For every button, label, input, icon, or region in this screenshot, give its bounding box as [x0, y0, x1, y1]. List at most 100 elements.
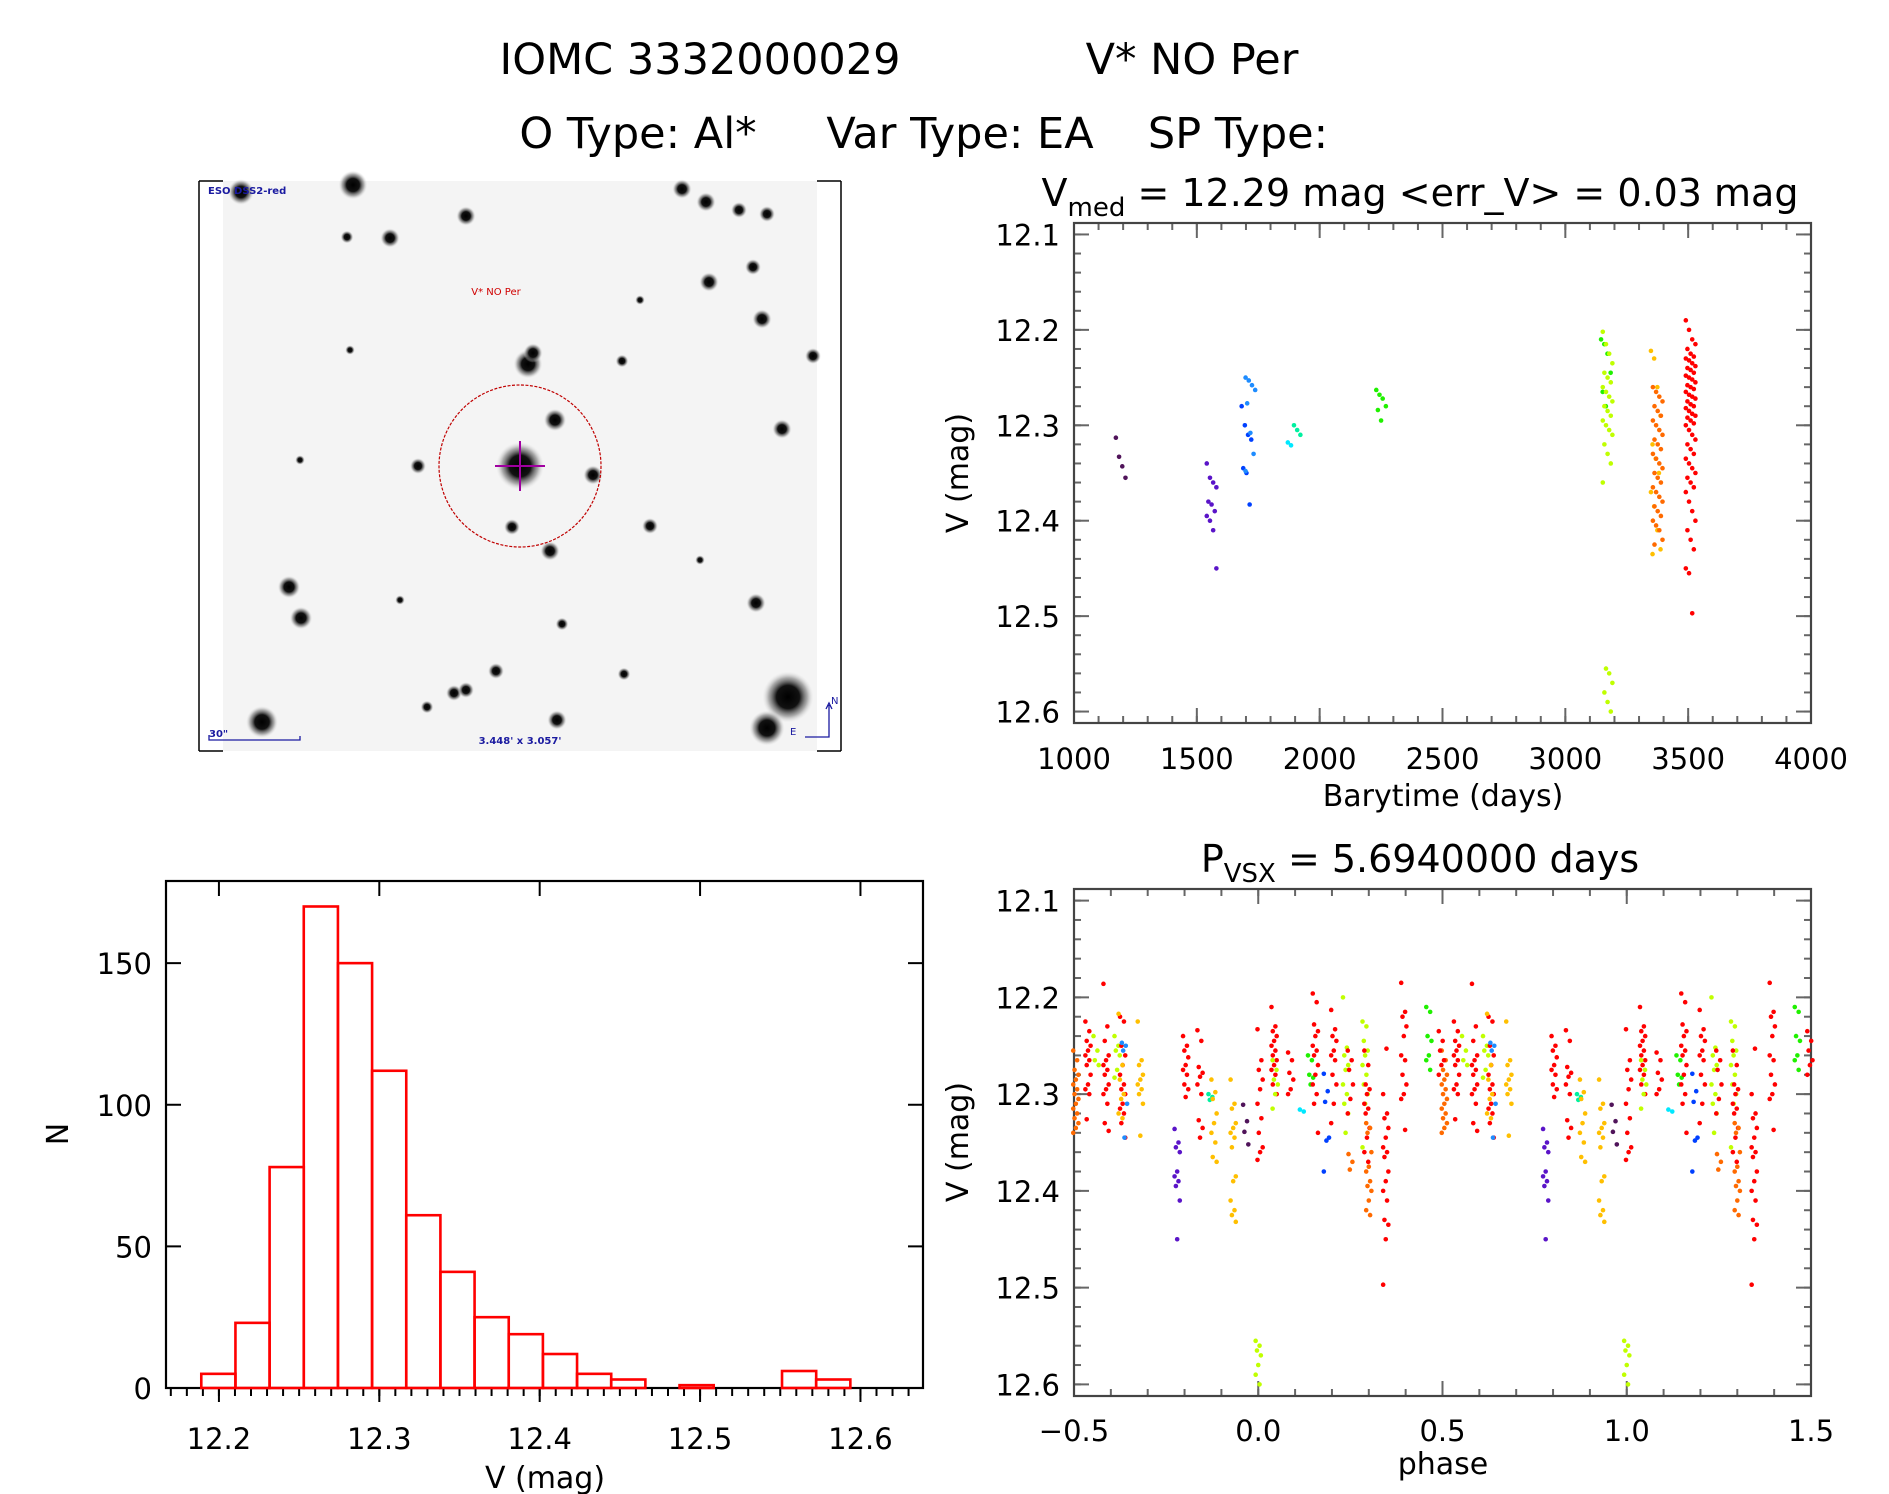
data-point [1119, 1086, 1124, 1092]
x-axis-label: phase [1398, 1447, 1489, 1482]
data-point [1210, 527, 1216, 533]
y-tick-label: 100 [97, 1089, 152, 1123]
histogram-bar [507, 1332, 545, 1390]
data-point [1294, 427, 1300, 433]
data-point [1074, 1086, 1080, 1092]
data-point [1540, 1174, 1546, 1179]
data-point [1244, 401, 1250, 406]
data-point [1689, 610, 1695, 616]
star [745, 259, 761, 275]
data-point [1113, 1048, 1119, 1053]
data-point [1653, 523, 1659, 528]
data-point [1599, 1178, 1604, 1184]
data-point [1600, 480, 1606, 485]
data-point [1602, 370, 1607, 376]
data-point [1177, 1198, 1183, 1203]
data-point [1609, 1102, 1614, 1108]
data-point [1209, 1130, 1214, 1136]
data-point [1693, 518, 1698, 524]
phased-light-curve-plot: PVSX = 5.6940000 days phase V (mag) −0.5… [941, 837, 1834, 1482]
data-point [1711, 1067, 1717, 1073]
data-point [1073, 1101, 1079, 1107]
data-point [1580, 1120, 1585, 1126]
data-point [1114, 1067, 1120, 1073]
data-point [1807, 1062, 1813, 1068]
data-point [1274, 1033, 1279, 1039]
data-point [1730, 1048, 1736, 1053]
data-point [1367, 1212, 1373, 1218]
data-point [1313, 1033, 1318, 1039]
data-point [1625, 1382, 1631, 1387]
data-point [1689, 465, 1695, 471]
data-point [1362, 1053, 1368, 1058]
data-point [1621, 1338, 1627, 1344]
data-point [1382, 1217, 1387, 1223]
data-point [1578, 1154, 1584, 1160]
data-point [1345, 1048, 1351, 1053]
data-point [1311, 1053, 1317, 1058]
title-subscript: VSX [1224, 859, 1276, 889]
data-point [1772, 1082, 1778, 1087]
data-point [1248, 430, 1253, 436]
data-point [1229, 1106, 1235, 1111]
data-point [1366, 1198, 1372, 1203]
data-point [1364, 1091, 1370, 1097]
data-point [1701, 1026, 1706, 1032]
star [228, 179, 254, 205]
data-point [1251, 451, 1256, 457]
histogram-bar [609, 1378, 647, 1390]
data-point [1566, 1135, 1571, 1140]
data-point [1655, 442, 1661, 447]
y-tick-label: 12.5 [995, 1272, 1060, 1306]
data-point [1106, 1128, 1111, 1134]
data-point [1455, 1057, 1461, 1063]
data-point [1402, 1057, 1408, 1063]
data-point [1641, 1024, 1647, 1029]
star [456, 206, 476, 226]
star [699, 272, 719, 292]
data-point [1085, 1082, 1091, 1087]
data-point [1384, 1046, 1389, 1051]
data-point [1627, 1116, 1633, 1121]
data-point [1398, 1053, 1404, 1058]
data-point [1365, 1159, 1371, 1165]
star [458, 682, 474, 698]
data-point [1691, 421, 1697, 426]
data-point [1242, 422, 1248, 428]
data-point [1734, 1106, 1740, 1111]
data-point [1455, 1028, 1461, 1034]
star [488, 663, 504, 679]
data-point [1119, 1040, 1125, 1046]
data-point [1610, 680, 1615, 686]
data-point [1197, 1135, 1203, 1140]
data-point [1470, 1038, 1476, 1044]
data-point [1648, 348, 1654, 354]
data-point [1601, 1219, 1607, 1225]
y-tick-label: 12.2 [995, 314, 1060, 348]
data-point [1116, 1011, 1121, 1017]
star [446, 685, 462, 701]
data-point [1734, 1159, 1740, 1165]
data-point [1688, 480, 1693, 485]
data-point [1365, 1048, 1371, 1053]
data-point [1386, 1125, 1391, 1131]
data-point [1657, 527, 1662, 533]
data-point [1540, 1126, 1546, 1132]
data-point [1074, 1057, 1080, 1063]
data-point [1753, 1111, 1758, 1116]
data-point [1365, 1130, 1370, 1136]
data-point [1554, 1086, 1560, 1092]
light-curve-time-plot: Vmed = 12.29 mag <err_V> = 0.03 mag Bary… [941, 171, 1848, 814]
data-point [1135, 1019, 1141, 1024]
x-tick-label: 2000 [1283, 742, 1357, 776]
data-point [1470, 1120, 1476, 1126]
data-point [1600, 418, 1606, 423]
data-point [1363, 1169, 1369, 1174]
data-point [1735, 1164, 1740, 1169]
data-point [1255, 1157, 1260, 1163]
data-point [1117, 1077, 1123, 1082]
data-point [1298, 432, 1303, 438]
histogram-bar [575, 1372, 613, 1390]
data-point [1116, 454, 1122, 460]
